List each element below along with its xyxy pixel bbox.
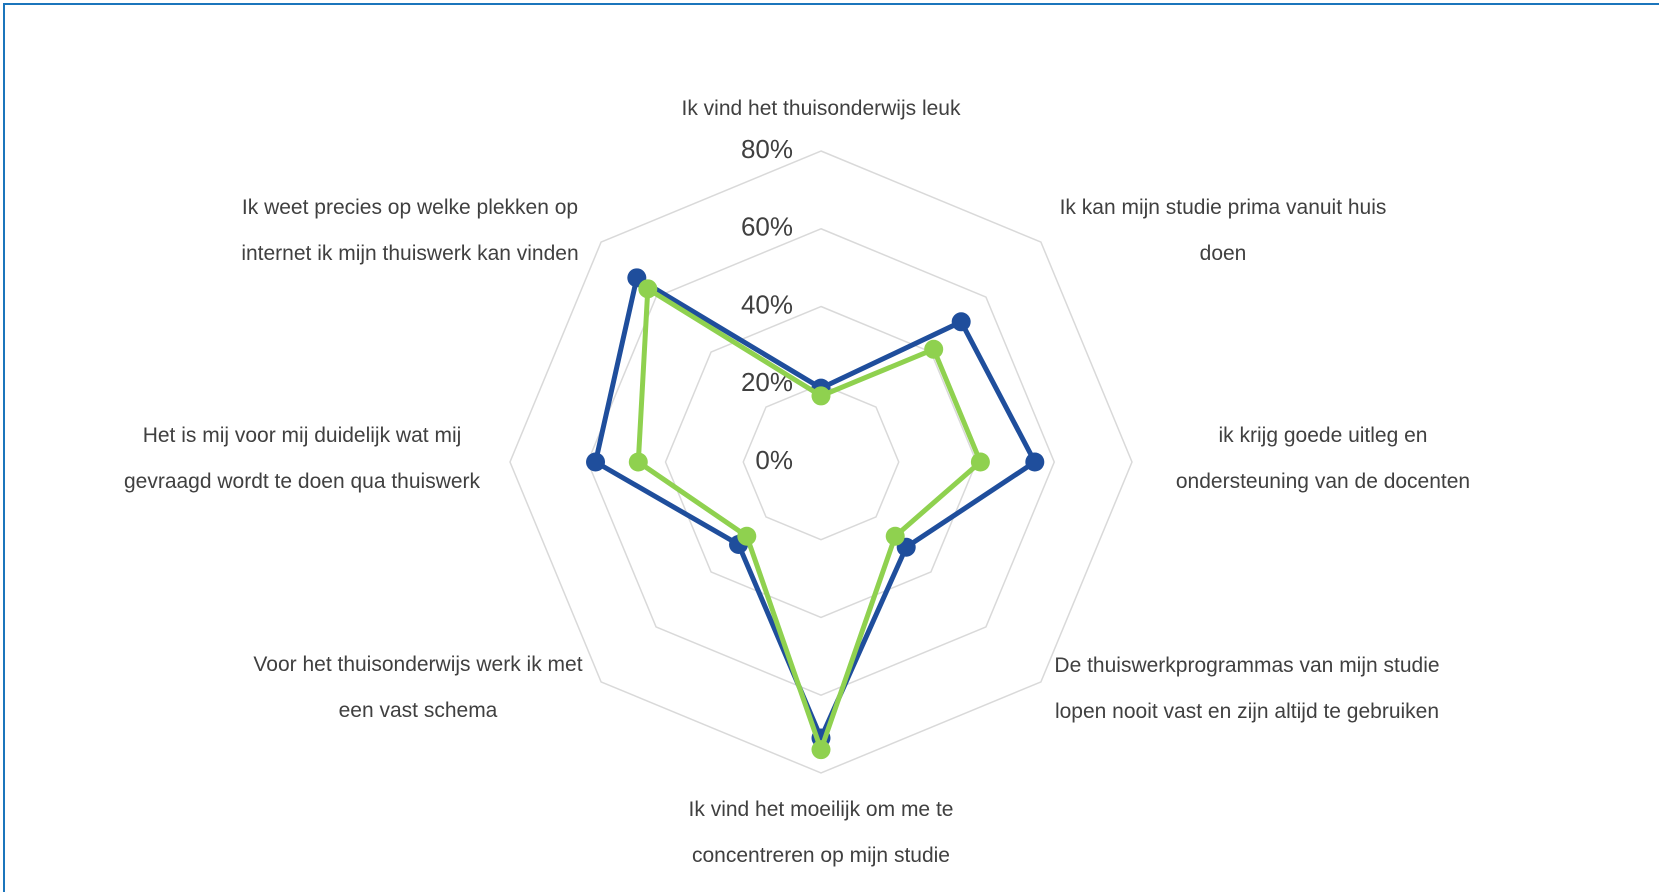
category-label: Ik vind het thuisonderwijs leuk	[681, 97, 961, 120]
grid-ring	[742, 383, 900, 541]
data-point	[885, 526, 905, 546]
category-label: ik krijg goede uitleg en ondersteuning v…	[1175, 424, 1471, 493]
grid-ring	[509, 150, 1133, 774]
data-point	[811, 386, 831, 406]
y-tick-label: 80%	[741, 134, 793, 164]
category-label: De thuiswerkprogrammas van mijn studie l…	[1054, 654, 1440, 723]
y-tick-label: 60%	[741, 212, 793, 242]
grid-ring	[664, 305, 978, 619]
data-point	[737, 526, 757, 546]
data-point	[1025, 452, 1045, 472]
data-point	[586, 452, 606, 472]
data-point	[811, 740, 831, 760]
data-point	[951, 312, 971, 332]
y-tick-label: 0%	[755, 445, 793, 475]
category-label: Ik weet precies op welke plekken op inte…	[241, 196, 579, 265]
data-point	[628, 452, 648, 472]
category-label: Voor het thuisonderwijs werk ik met een …	[253, 653, 583, 722]
y-tick-label: 40%	[741, 289, 793, 319]
data-point	[970, 452, 990, 472]
data-point	[638, 279, 658, 299]
category-label: Ik kan mijn studie prima vanuit huis doe…	[1059, 196, 1387, 265]
data-point	[924, 339, 944, 359]
category-label: Ik vind het moeilijk om me te concentrer…	[688, 798, 954, 867]
series-line	[593, 275, 1038, 741]
grid-ring	[586, 227, 1056, 697]
frame	[3, 3, 1659, 892]
category-label: Het is mij voor mij duidelijk wat mij ge…	[123, 424, 481, 493]
